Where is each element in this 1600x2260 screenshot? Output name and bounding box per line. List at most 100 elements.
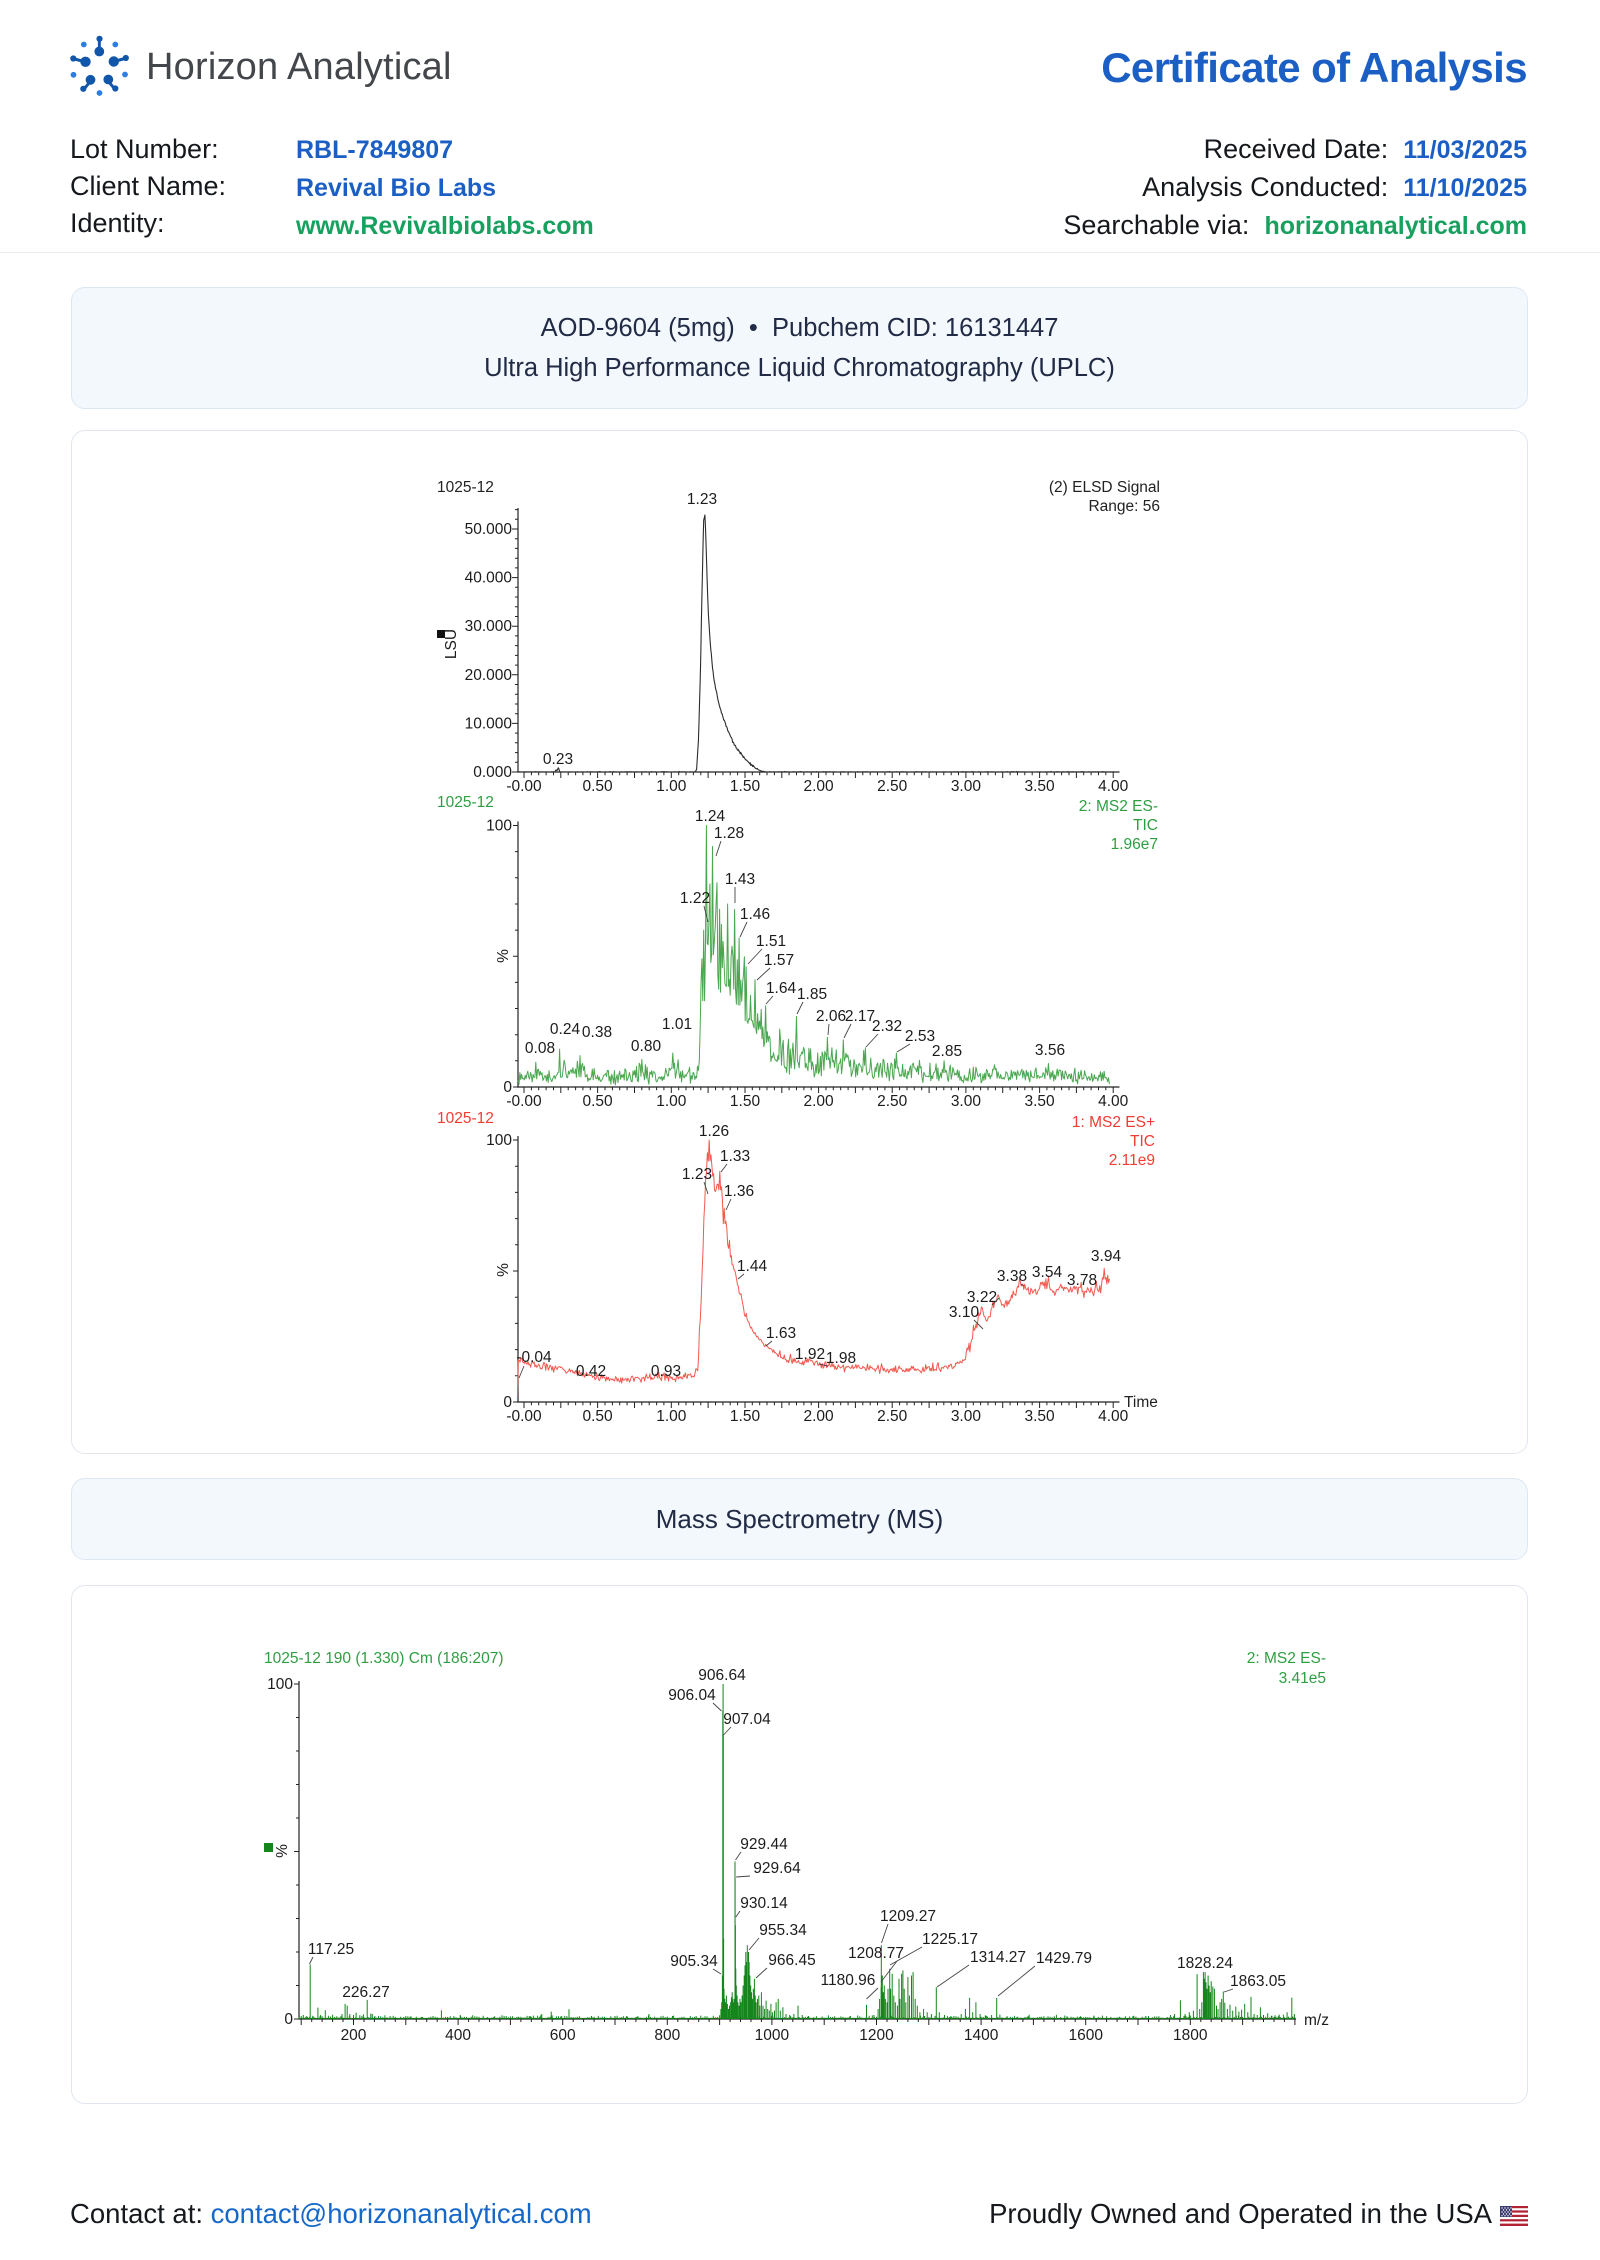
svg-text:226.27: 226.27 [342,1984,389,2001]
svg-text:1.33: 1.33 [720,1148,750,1165]
svg-text:0.38: 0.38 [582,1024,612,1041]
svg-text:2.17: 2.17 [845,1008,875,1025]
svg-text:3.38: 3.38 [997,1268,1027,1285]
svg-text:3.22: 3.22 [967,1289,997,1306]
svg-text:Range: 56: Range: 56 [1088,498,1160,515]
svg-text:1.01: 1.01 [662,1016,692,1033]
svg-text:2.00: 2.00 [804,778,835,795]
svg-text:2.32: 2.32 [872,1018,902,1035]
svg-text:930.14: 930.14 [740,1895,788,1912]
svg-text:1.63: 1.63 [766,1325,796,1342]
svg-text:2: MS2 ES-: 2: MS2 ES- [1079,798,1158,815]
svg-text:3.00: 3.00 [951,1093,982,1110]
svg-text:906.04: 906.04 [668,1687,716,1704]
svg-text:1.50: 1.50 [730,1408,761,1425]
svg-text:m/z: m/z [1304,2012,1329,2029]
svg-text:1.92: 1.92 [795,1346,825,1363]
svg-text:1.85: 1.85 [797,986,827,1003]
svg-text:0: 0 [503,1394,512,1411]
svg-text:TIC: TIC [1130,1133,1155,1150]
svg-text:2.85: 2.85 [932,1043,962,1060]
svg-text:3.00: 3.00 [951,1408,982,1425]
svg-text:955.34: 955.34 [759,1922,807,1939]
svg-text:1.22: 1.22 [680,890,710,907]
svg-text:1: MS2 ES+: 1: MS2 ES+ [1072,1114,1155,1131]
svg-text:1.64: 1.64 [766,980,797,997]
svg-text:1225.17: 1225.17 [922,1931,978,1948]
svg-text:906.64: 906.64 [698,1667,746,1684]
svg-text:800: 800 [654,2027,680,2044]
svg-text:1.24: 1.24 [695,808,726,825]
svg-text:907.04: 907.04 [723,1711,771,1728]
svg-text:2.50: 2.50 [877,1093,908,1110]
svg-text:1200: 1200 [859,2027,894,2044]
svg-text:1180.96: 1180.96 [821,1972,876,1989]
svg-text:10.000: 10.000 [465,715,513,732]
svg-text:0: 0 [284,2011,293,2028]
svg-text:0.50: 0.50 [583,778,614,795]
svg-text:1.36: 1.36 [724,1183,754,1200]
svg-text:400: 400 [445,2027,471,2044]
svg-text:%: % [274,1844,291,1858]
svg-text:-0.00: -0.00 [506,778,542,795]
svg-text:1.50: 1.50 [730,1093,761,1110]
svg-text:20.000: 20.000 [465,667,513,684]
svg-text:100: 100 [486,818,512,835]
svg-text:1863.05: 1863.05 [1230,1973,1286,1990]
svg-text:0.08: 0.08 [525,1040,555,1057]
svg-text:LSU: LSU [443,629,460,659]
svg-text:1429.79: 1429.79 [1036,1950,1092,1967]
svg-text:0.93: 0.93 [651,1363,681,1380]
svg-text:1.00: 1.00 [656,1093,687,1110]
svg-text:1.98: 1.98 [826,1350,856,1367]
svg-text:4.00: 4.00 [1098,778,1129,795]
svg-text:2.00: 2.00 [804,1408,835,1425]
svg-text:30.000: 30.000 [465,618,513,635]
svg-text:1208.77: 1208.77 [848,1945,904,1962]
svg-text:929.64: 929.64 [753,1860,801,1877]
svg-text:100: 100 [486,1132,512,1149]
svg-text:1.00: 1.00 [656,1408,687,1425]
svg-text:966.45: 966.45 [768,1952,815,1969]
svg-text:1209.27: 1209.27 [880,1908,936,1925]
svg-text:2.53: 2.53 [905,1028,935,1045]
svg-text:0.50: 0.50 [583,1408,614,1425]
svg-text:1025-12 190 (1.330) Cm (186:20: 1025-12 190 (1.330) Cm (186:207) [264,1650,504,1667]
svg-text:2.00: 2.00 [804,1093,835,1110]
svg-text:0.000: 0.000 [473,764,512,781]
svg-text:1.00: 1.00 [656,778,687,795]
svg-text:929.44: 929.44 [740,1836,788,1853]
svg-text:117.25: 117.25 [308,1941,354,1958]
svg-text:1.46: 1.46 [740,906,770,923]
svg-text:1.51: 1.51 [756,933,786,950]
svg-text:1400: 1400 [964,2027,999,2044]
svg-text:0: 0 [503,1079,512,1096]
svg-text:-0.00: -0.00 [506,1408,542,1425]
svg-text:TIC: TIC [1133,817,1158,834]
svg-text:1.96e7: 1.96e7 [1111,836,1158,853]
svg-text:1.57: 1.57 [764,952,794,969]
svg-text:3.56: 3.56 [1035,1042,1065,1059]
svg-text:%: % [495,949,512,963]
svg-text:2.11e9: 2.11e9 [1109,1152,1155,1169]
svg-text:3.41e5: 3.41e5 [1279,1670,1326,1687]
svg-text:1.44: 1.44 [737,1258,768,1275]
svg-text:-0.04: -0.04 [516,1349,552,1366]
svg-text:3.50: 3.50 [1025,1093,1056,1110]
svg-text:1.23: 1.23 [687,491,717,508]
svg-text:4.00: 4.00 [1098,1093,1129,1110]
svg-text:3.78: 3.78 [1067,1272,1097,1289]
svg-text:3.94: 3.94 [1091,1248,1122,1265]
svg-text:40.000: 40.000 [465,570,513,587]
svg-text:1.23: 1.23 [682,1166,712,1183]
svg-text:1.28: 1.28 [714,825,744,842]
svg-text:3.50: 3.50 [1025,1408,1056,1425]
svg-text:1.43: 1.43 [725,871,755,888]
svg-text:1000: 1000 [755,2027,790,2044]
svg-text:0.42: 0.42 [576,1363,606,1380]
svg-text:1025-12: 1025-12 [437,479,494,496]
svg-text:0.50: 0.50 [583,1093,614,1110]
svg-text:4.00: 4.00 [1098,1408,1129,1425]
svg-text:200: 200 [341,2027,367,2044]
svg-text:1.50: 1.50 [730,778,761,795]
